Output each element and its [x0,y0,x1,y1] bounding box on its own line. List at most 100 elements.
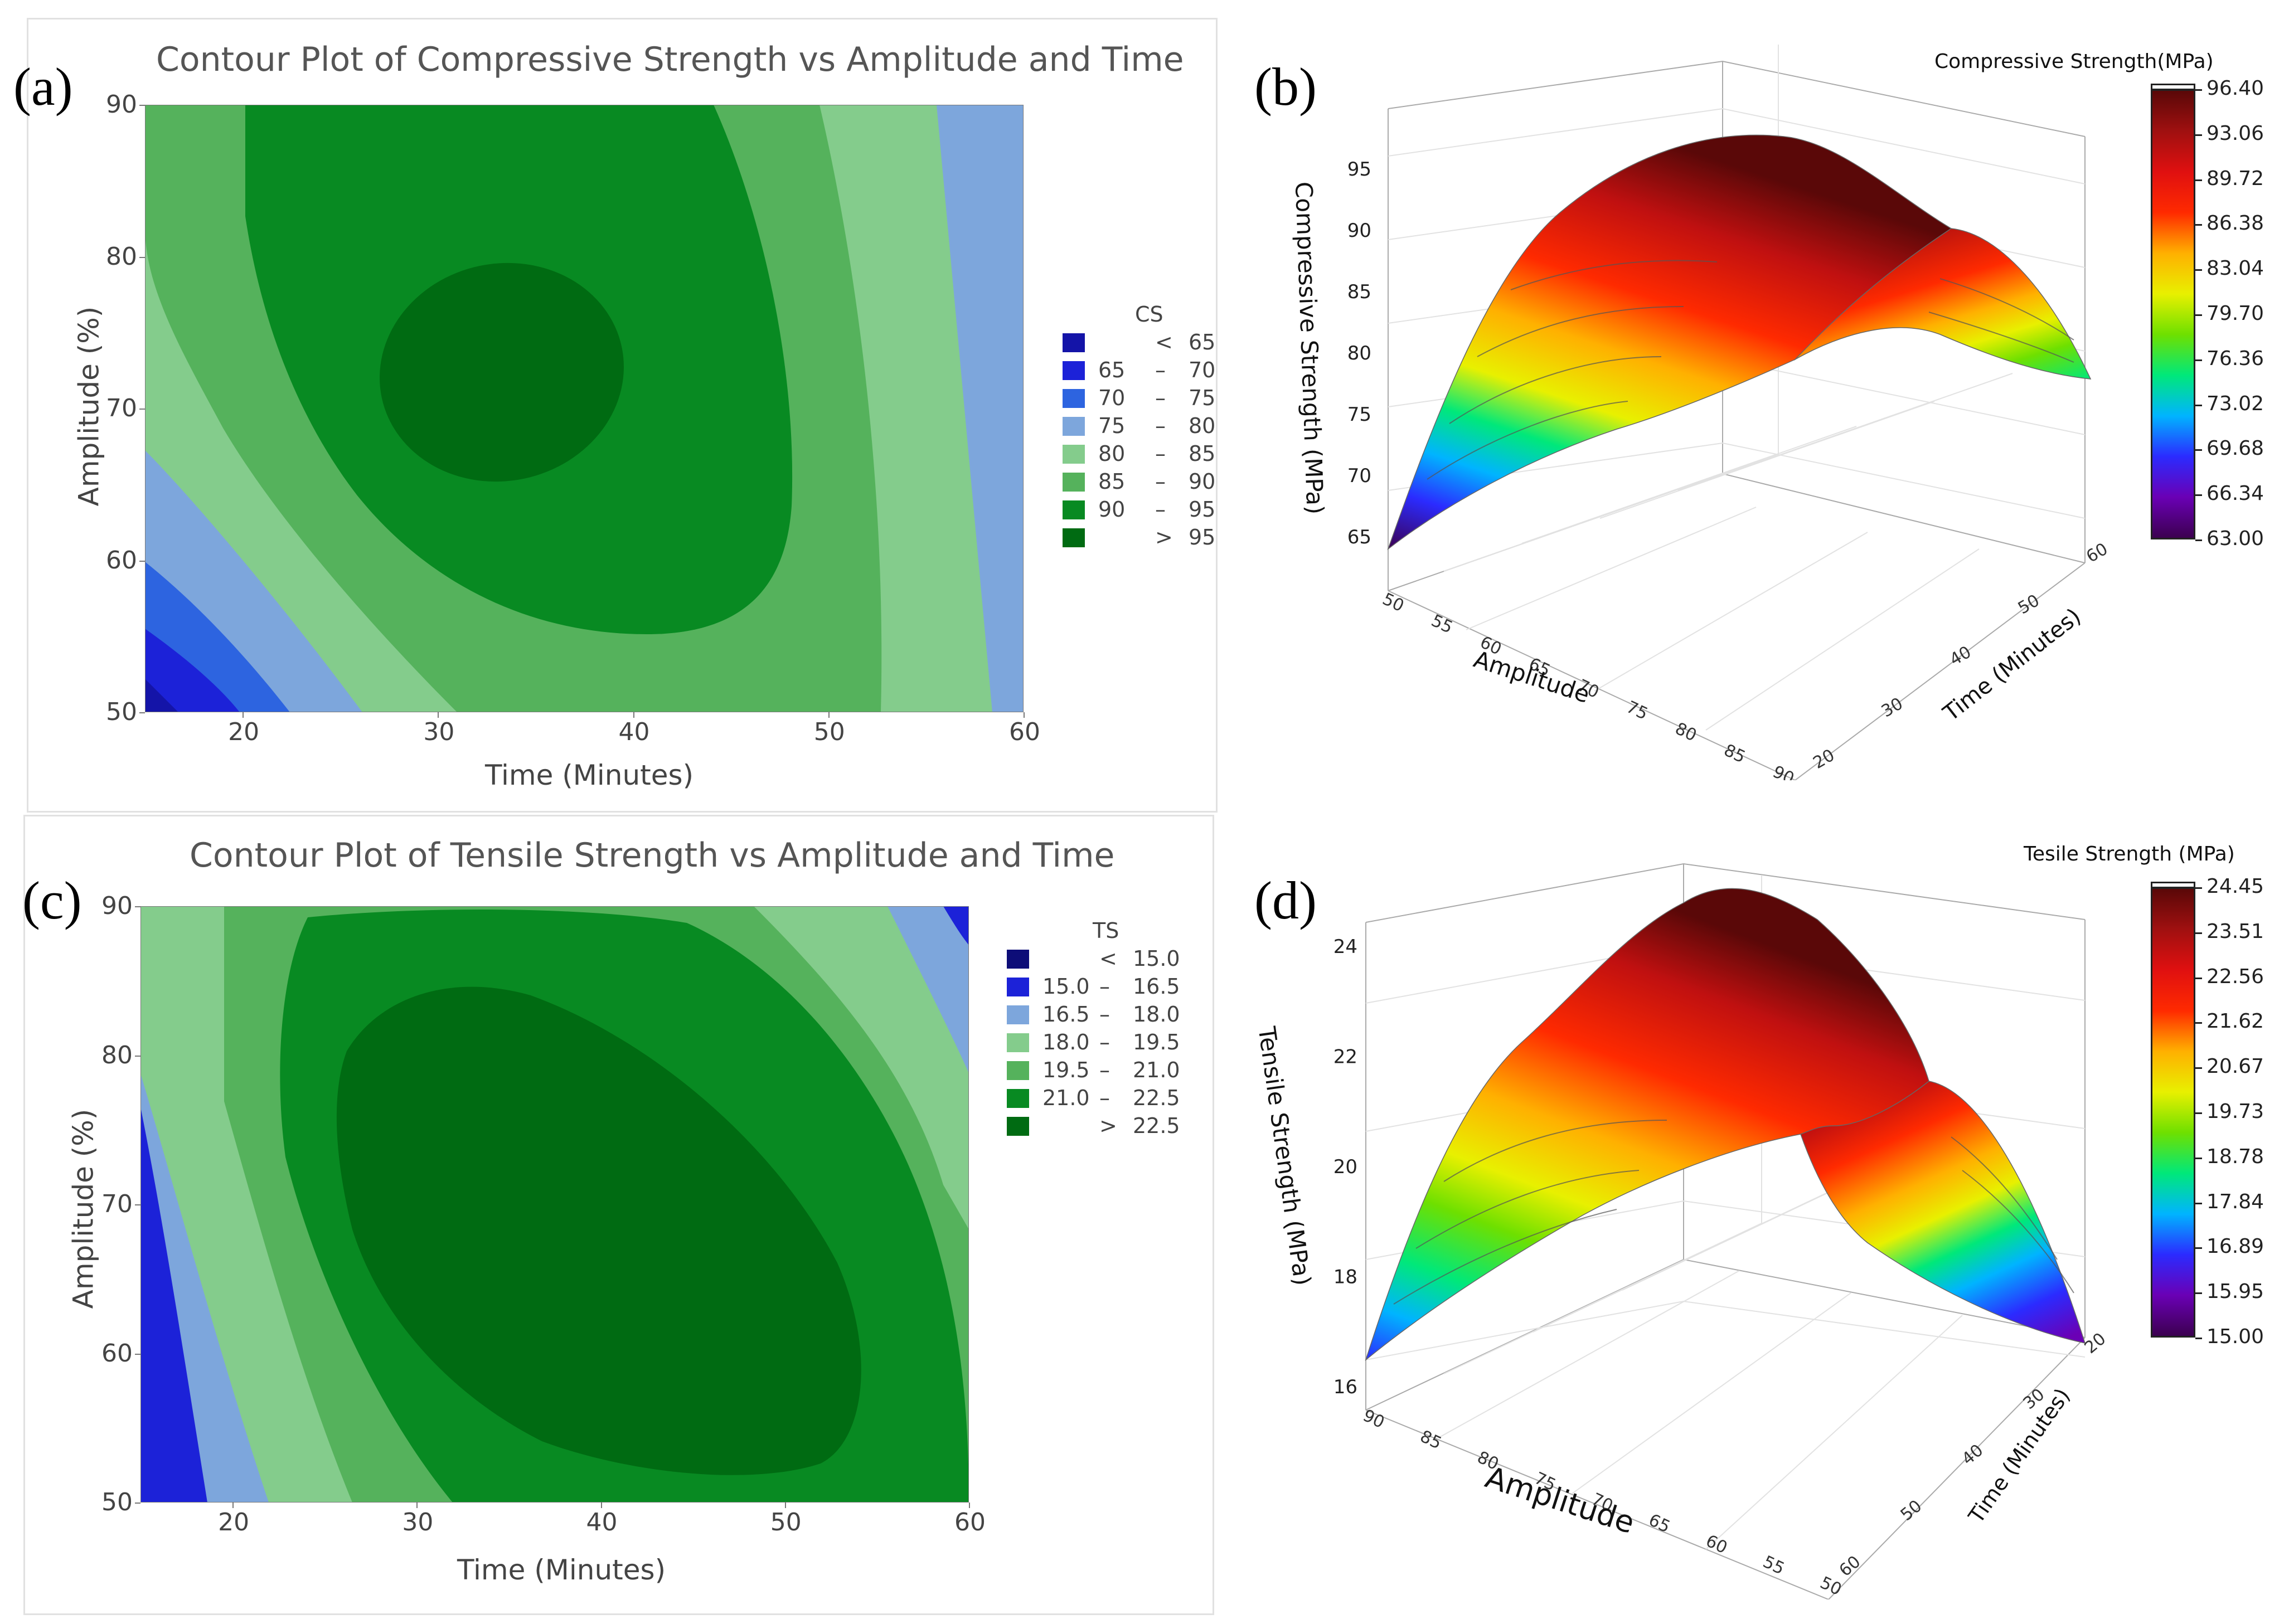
chart-b-surface: 6570758085909550556065707580859020304050… [1347,45,2111,780]
colorbar-top-cap [2151,84,2195,90]
z-tick-label: 95 [1347,158,1371,181]
chart-d-surface-left [1365,888,1929,1362]
ts-band-15-16.5-left-region [140,1107,207,1503]
colorbar-tick-mark [2195,1112,2202,1114]
y-tick-mark [139,256,145,258]
legend-separator: – [1099,1058,1110,1082]
chart-d-contour-lines [1393,1120,2074,1305]
y-tick-label: 60 [1836,1552,1865,1581]
x-tick-label: 55 [1428,611,1456,638]
legend-lower: 18.0 [1042,1030,1090,1054]
legend-upper: 75 [1189,386,1216,410]
colorbar-tick-label: 93.06 [2206,121,2264,145]
y-tick-label: 30 [1878,694,1907,721]
colorbar-tick-mark [2195,179,2202,181]
chart-d-colorbar-title: Tesile Strength (MPa) [2024,843,2235,866]
chart-c-title: Contour Plot of Tensile Strength vs Ampl… [190,836,1115,875]
x-tick-label: 20 [218,1508,250,1537]
colorbar-tick-mark [2195,449,2202,451]
z-tick-label: 80 [1347,342,1371,364]
colorbar-tick-mark [2195,932,2202,934]
x-tick-mark [232,1503,234,1508]
legend-entry: 85 –90 [1063,469,1230,494]
legend-lower: 65 [1098,358,1126,382]
legend-swatch [1063,528,1085,547]
legend-lower: 16.5 [1042,1002,1090,1027]
colorbar-tick-label: 18.78 [2206,1145,2264,1168]
y-tick-label: 50 [106,698,137,726]
z-tick-label: 24 [1333,936,1357,958]
chart-a-ylabel: Amplitude (%) [72,306,105,507]
x-tick-label: 60 [1009,718,1040,746]
z-tick-label: 18 [1333,1266,1357,1288]
colorbar-tick-label: 66.34 [2206,482,2264,505]
legend-entry: <15.0 [1007,946,1180,971]
legend-entry: 80 –85 [1063,441,1230,466]
x-tick-label: 80 [1672,719,1699,746]
colorbar-tick-mark [2195,1157,2202,1159]
y-tick-mark [135,1503,140,1504]
colorbar-tick-label: 22.56 [2206,965,2264,988]
cs-band-lt65-region [145,679,178,712]
colorbar-scale [2151,887,2195,1338]
legend-upper: 22.5 [1133,1114,1180,1138]
colorbar-tick-mark [2195,539,2202,541]
colorbar-tick-label: 23.51 [2206,920,2264,943]
colorbar-tick-mark [2195,404,2202,406]
x-tick-mark [243,712,244,718]
colorbar-tick-mark [2195,1338,2202,1339]
legend-entry: 21.0–22.5 [1007,1086,1180,1110]
legend-upper: 18.0 [1133,1002,1180,1027]
y-tick-label: 50 [101,1488,133,1516]
y-tick-mark [139,560,145,562]
x-tick-mark [784,1503,786,1508]
legend-separator: – [1099,1002,1110,1027]
colorbar-tick-mark [2195,887,2202,889]
legend-swatch [1063,473,1085,492]
y-tick-label: 50 [1897,1496,1926,1525]
chart-c-legend-title: TS [1093,918,1119,943]
legend-entry: 75 –80 [1063,414,1230,438]
colorbar-tick-label: 76.36 [2206,347,2264,370]
colorbar-tick-mark [2195,1022,2202,1024]
legend-entry: >22.5 [1007,1114,1180,1138]
x-tick-mark [828,712,830,718]
legend-lower: 21.0 [1042,1086,1090,1110]
panel-b-label: (b) [1254,57,1317,116]
colorbar-tick-mark [2195,494,2202,497]
y-tick-mark [139,105,145,106]
legend-upper: 21.0 [1133,1058,1180,1082]
x-tick-label: 30 [402,1508,434,1537]
legend-swatch [1063,361,1085,380]
legend-upper: 65 [1189,330,1216,354]
colorbar-top-cap [2151,882,2195,888]
x-tick-label: 50 [770,1508,802,1537]
legend-separator: – [1155,469,1166,494]
y-tick-label: 90 [106,90,137,119]
y-tick-mark [139,409,145,410]
y-tick-mark [135,1055,140,1057]
y-tick-label: 80 [106,242,137,271]
legend-separator: – [1155,441,1166,466]
colorbar-tick-label: 73.02 [2206,392,2264,415]
colorbar-tick-label: 17.84 [2206,1190,2264,1213]
legend-entry: 70 –75 [1063,386,1230,410]
chart-c-ylabel: Amplitude (%) [67,1108,100,1309]
x-tick-label: 55 [1760,1552,1787,1579]
legend-separator: – [1099,1086,1110,1110]
legend-entry: 15.0–16.5 [1007,974,1180,999]
legend-entry: >95 [1063,525,1230,550]
legend-swatch [1063,500,1085,519]
colorbar-scale [2151,89,2195,539]
legend-upper: 95 [1189,497,1216,522]
legend-upper: 15.0 [1133,946,1180,971]
colorbar-tick-mark [2195,1292,2202,1295]
x-tick-label: 75 [1623,697,1651,724]
y-tick-label: 40 [1958,1441,1987,1469]
y-tick-label: 20 [1810,746,1839,773]
colorbar-tick-mark [2195,1202,2202,1204]
colorbar-tick-label: 83.04 [2206,257,2264,280]
z-tick-label: 70 [1347,465,1371,487]
colorbar-tick-mark [2195,314,2202,316]
